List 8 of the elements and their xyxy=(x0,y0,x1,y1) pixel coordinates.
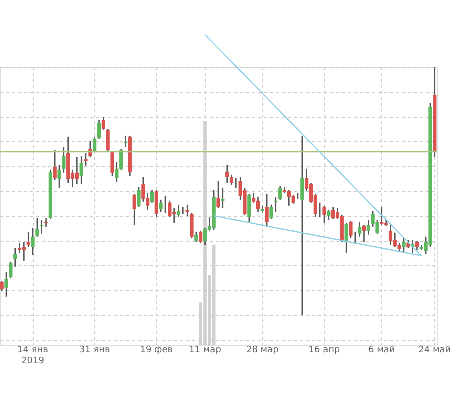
x-tick-label: 14 янв 2019 xyxy=(18,346,48,366)
x-tick-label: 31 янв xyxy=(79,346,110,356)
x-tick-label: 19 фев xyxy=(140,346,174,356)
x-tick-label: 11 мар xyxy=(189,346,222,356)
x-tick-label: 16 апр xyxy=(308,346,340,356)
x-tick-label: 24 май xyxy=(418,346,452,356)
x-tick-label: 28 мар xyxy=(246,346,280,356)
x-tick-label: 6 май xyxy=(368,346,396,356)
